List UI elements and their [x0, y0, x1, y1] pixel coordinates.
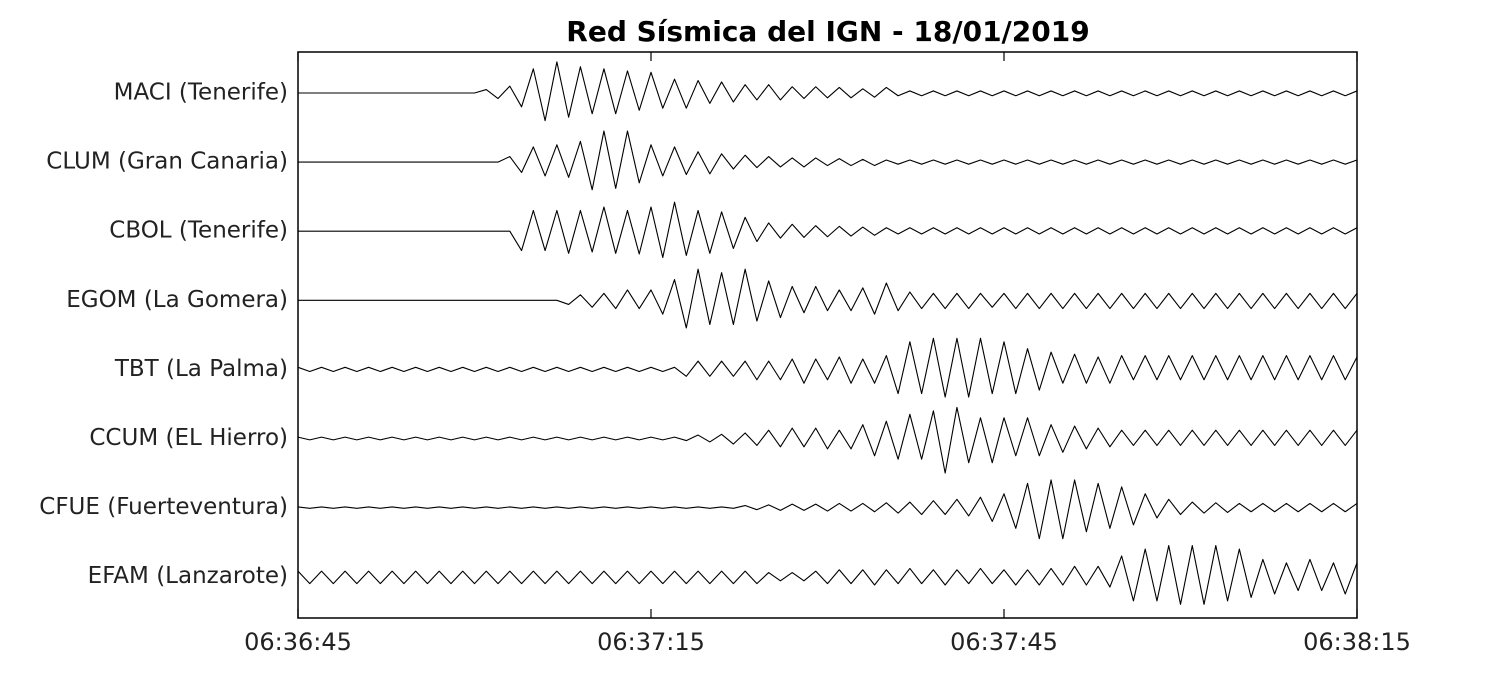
waveform	[297, 337, 1358, 398]
waveform	[298, 268, 1358, 329]
x-tick-label: 06:36:45	[244, 628, 352, 656]
waveform	[297, 479, 1358, 540]
x-tick-label: 06:37:45	[950, 628, 1058, 656]
station-label: CLUM (Gran Canaria)	[46, 149, 288, 175]
waveform	[298, 130, 1358, 191]
waveform	[298, 61, 1358, 122]
station-label: TBT (La Palma)	[114, 356, 288, 382]
plot-frame	[297, 51, 1358, 619]
waveform	[298, 201, 1358, 259]
x-tick-label: 06:38:15	[1303, 628, 1411, 656]
waveform	[297, 545, 1358, 605]
waveform	[297, 406, 1358, 474]
chart-title: Red Sísmica del IGN - 18/01/2019	[566, 15, 1089, 48]
station-label: CBOL (Tenerife)	[109, 218, 288, 244]
station-label: MACI (Tenerife)	[114, 80, 288, 106]
x-tick-label: 06:37:15	[597, 628, 705, 656]
station-label: EFAM (Lanzarote)	[88, 563, 288, 589]
station-label: CFUE (Fuerteventura)	[39, 494, 288, 520]
station-label: CCUM (EL Hierro)	[89, 425, 288, 451]
station-label: EGOM (La Gomera)	[66, 287, 288, 313]
